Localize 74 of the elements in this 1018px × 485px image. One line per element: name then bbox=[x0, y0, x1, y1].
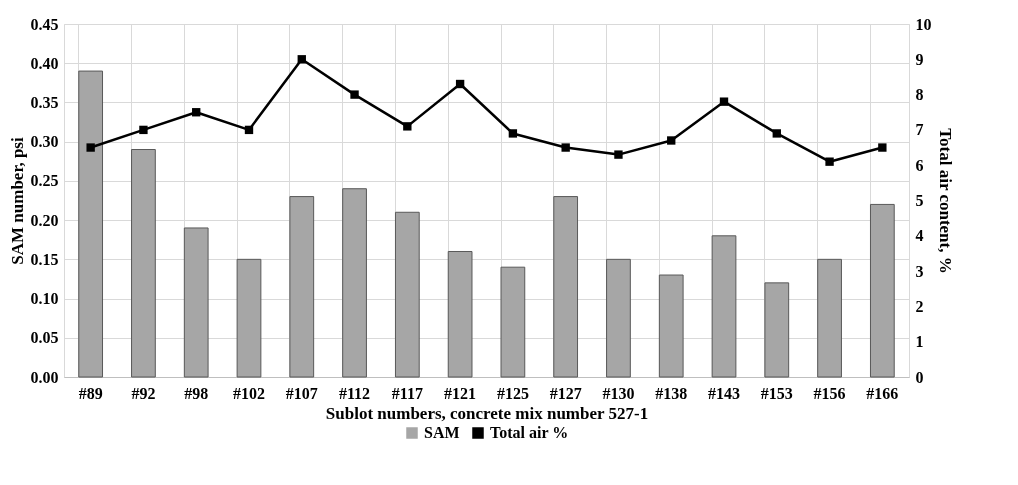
x-tick-label: #153 bbox=[760, 384, 793, 402]
y-axis-title: SAM number, psi bbox=[7, 137, 27, 265]
x-tick-label: #143 bbox=[708, 384, 741, 402]
bar bbox=[553, 196, 579, 378]
point bbox=[244, 125, 254, 135]
y2-tick-label: 10 bbox=[915, 15, 932, 33]
x-tick-label: #127 bbox=[549, 384, 582, 402]
y-tick-label: 0.25 bbox=[30, 172, 59, 190]
x-tick-label: #107 bbox=[285, 384, 318, 402]
y2-tick-label: 8 bbox=[915, 86, 924, 104]
bar bbox=[447, 250, 473, 378]
y2-tick-label: 9 bbox=[915, 50, 924, 68]
point bbox=[772, 129, 781, 138]
bar bbox=[500, 266, 526, 378]
x-tick-label: #92 bbox=[131, 384, 156, 402]
y2-tick-label: 2 bbox=[915, 297, 924, 315]
y2-tick-label: 6 bbox=[915, 156, 924, 174]
bar bbox=[183, 227, 209, 378]
x-tick-label: #98 bbox=[184, 384, 209, 402]
x-tick-label: #112 bbox=[338, 384, 371, 402]
bar bbox=[394, 211, 420, 378]
point bbox=[561, 143, 570, 152]
bar bbox=[606, 258, 631, 378]
y-tick-label: 0.10 bbox=[30, 290, 59, 308]
y-tick-label: 0.20 bbox=[30, 211, 59, 229]
y-tick-label: 0.35 bbox=[30, 93, 59, 111]
x-tick-label: #117 bbox=[391, 384, 423, 402]
y-tick-label: 0.40 bbox=[30, 54, 59, 72]
y2-tick-label: 0 bbox=[915, 368, 924, 386]
point bbox=[508, 129, 518, 138]
point bbox=[719, 97, 729, 106]
legend-label: Total air % bbox=[490, 424, 569, 441]
y-tick-label: 0.05 bbox=[30, 329, 59, 347]
bar bbox=[658, 274, 684, 378]
point bbox=[825, 157, 834, 166]
point bbox=[350, 90, 359, 99]
point bbox=[403, 122, 412, 131]
y2-tick-label: 7 bbox=[915, 121, 924, 139]
bar bbox=[869, 203, 895, 378]
x-tick-label: #102 bbox=[232, 384, 265, 402]
y2-tick-label: 1 bbox=[915, 333, 924, 351]
point bbox=[139, 125, 148, 135]
bar bbox=[236, 258, 262, 378]
x-tick-label: #89 bbox=[78, 384, 103, 402]
x-axis-title: Sublot numbers, concrete mix number 527-1 bbox=[325, 403, 649, 423]
point bbox=[878, 143, 887, 152]
point bbox=[86, 143, 95, 152]
x-tick-label: #166 bbox=[866, 384, 899, 402]
y2-tick-label: 5 bbox=[915, 192, 924, 209]
y-tick-label: 0.15 bbox=[30, 250, 59, 268]
point bbox=[614, 150, 623, 159]
y2-tick-label: 3 bbox=[915, 262, 924, 280]
point bbox=[192, 108, 201, 117]
x-tick-label: #138 bbox=[655, 384, 688, 402]
bar bbox=[131, 149, 156, 378]
y-tick-label: 0.30 bbox=[30, 133, 59, 151]
bar bbox=[342, 188, 367, 378]
bar bbox=[817, 258, 842, 378]
y-tick-label: 0.00 bbox=[30, 368, 59, 386]
y2-tick-label: 4 bbox=[915, 227, 924, 245]
bar bbox=[78, 70, 104, 378]
x-tick-label: #125 bbox=[496, 384, 529, 402]
point bbox=[455, 79, 465, 89]
bar bbox=[711, 235, 737, 378]
bar bbox=[764, 282, 790, 378]
legend-label: SAM bbox=[424, 424, 460, 441]
point bbox=[667, 136, 676, 145]
x-tick-label: #156 bbox=[813, 384, 846, 402]
y2-axis-title: Total air content, % bbox=[935, 128, 955, 274]
point bbox=[297, 55, 306, 64]
bar bbox=[289, 196, 315, 378]
x-tick-label: #130 bbox=[602, 384, 635, 402]
x-tick-label: #121 bbox=[444, 384, 477, 402]
y-tick-label: 0.45 bbox=[30, 15, 59, 33]
